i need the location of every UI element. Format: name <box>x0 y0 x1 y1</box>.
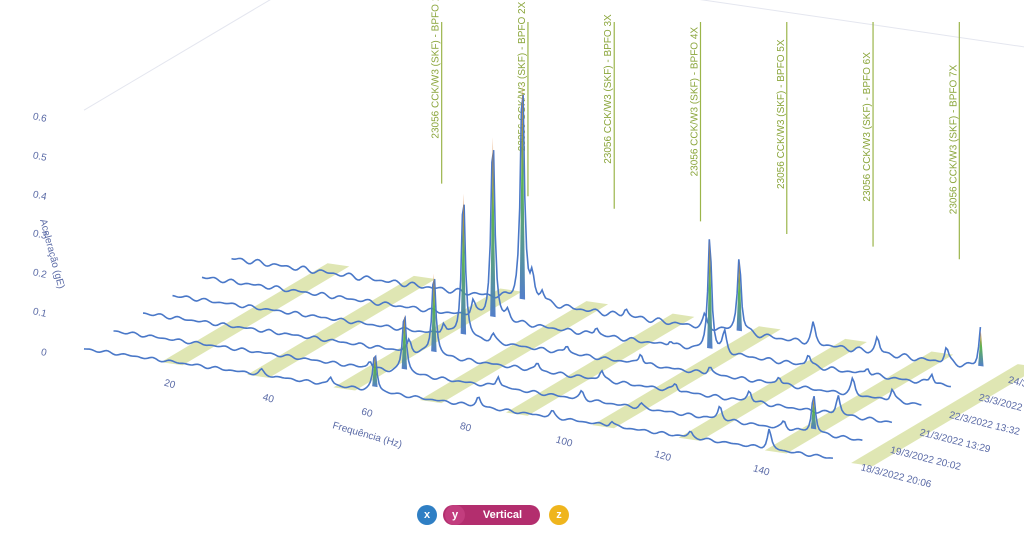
bpfo-band <box>851 364 1024 467</box>
spectrum-peak <box>401 314 408 370</box>
spectrum-peak <box>707 239 713 349</box>
bpfo-band <box>592 326 781 429</box>
bpfo-band <box>506 313 695 416</box>
spectrum-trace <box>142 278 893 424</box>
date-label: 23/3/2022 13:43 <box>978 392 1024 420</box>
date-label: 21/3/2022 13:29 <box>919 427 992 455</box>
bpfo-label: 23056 CCK/W3 (SKF) - BPFO 3X <box>603 14 614 164</box>
spectrum-trace <box>201 149 951 388</box>
spectrum-peak <box>978 331 984 367</box>
x-tick-label: 60 <box>360 406 374 420</box>
waterfall-chart: 23056 CCK/W3 (SKF) - BPFO 1X 23056 CCK/W3… <box>32 0 1024 491</box>
y-tick-label: 0.6 <box>32 111 48 125</box>
y-tick-label: 0.3 <box>32 228 48 242</box>
y-axis-button[interactable]: y Vertical <box>443 505 540 525</box>
y-tick-label: 0 <box>40 347 48 359</box>
spectrum-peak <box>372 355 378 388</box>
spectrum-trace <box>113 314 863 441</box>
date-label: 22/3/2022 13:32 <box>948 410 1021 438</box>
date-label: 18/3/2022 20:06 <box>860 462 933 490</box>
bpfo-band <box>333 288 522 391</box>
bpfo-label: 23056 CCK/W3 (SKF) - BPFO 6X <box>862 52 873 202</box>
y-tick-label: 0.1 <box>32 306 48 320</box>
spectrum-traces <box>83 80 984 459</box>
axis-selector: x y Vertical z <box>0 505 1024 529</box>
z-axis-button[interactable]: z <box>549 505 569 525</box>
bpfo-label: 23056 CCK/W3 (SKF) - BPFO 5X <box>776 39 787 189</box>
spectrum-trace <box>231 94 982 368</box>
left-wall-top <box>83 0 271 111</box>
spectrum-peak <box>490 137 496 318</box>
back-wall-top <box>699 0 1024 48</box>
x-tick-label: 80 <box>459 421 473 435</box>
y-tick-label: 0.2 <box>32 267 48 281</box>
bpfo-bands <box>160 263 1024 467</box>
y-tick-label: 0.5 <box>32 150 48 164</box>
bpfo-lines: 23056 CCK/W3 (SKF) - BPFO 1X 23056 CCK/W3… <box>431 0 960 260</box>
spectrum-trace <box>172 204 922 406</box>
bpfo-label: 23056 CCK/W3 (SKF) - BPFO 7X <box>948 64 959 214</box>
bpfo-band <box>160 263 350 366</box>
spectrum-peak <box>810 397 817 430</box>
bpfo-label: 23056 CCK/W3 (SKF) - BPFO 2X <box>517 1 528 151</box>
spectrum-peak <box>431 273 437 353</box>
bpfo-label: 23056 CCK/W3 (SKF) - BPFO 1X <box>431 0 442 139</box>
spectrum-peak <box>736 260 743 332</box>
x-axis-title: Frequência (Hz) <box>331 420 403 450</box>
spectrum-peak <box>519 80 526 300</box>
bpfo-band <box>247 275 436 378</box>
x-tick-label: 140 <box>752 463 771 478</box>
bpfo-band <box>678 338 867 441</box>
y-axis-value: Vertical <box>482 509 523 521</box>
spectrum-peak <box>460 193 467 335</box>
grid <box>83 0 1024 111</box>
bpfo-label: 23056 CCK/W3 (SKF) - BPFO 4X <box>690 27 701 177</box>
x-tick-label: 100 <box>554 435 573 450</box>
date-label: 19/3/2022 20:02 <box>889 445 962 473</box>
y-tick-label: 0.4 <box>32 189 48 203</box>
x-tick-label: 120 <box>653 449 672 464</box>
bpfo-band <box>419 301 609 404</box>
y-axis-cap: y <box>445 505 465 525</box>
x-tick-label: 20 <box>163 378 177 392</box>
spectrum-trace <box>83 348 833 459</box>
x-axis-button[interactable]: x <box>417 505 437 525</box>
x-tick-label: 40 <box>261 392 275 406</box>
